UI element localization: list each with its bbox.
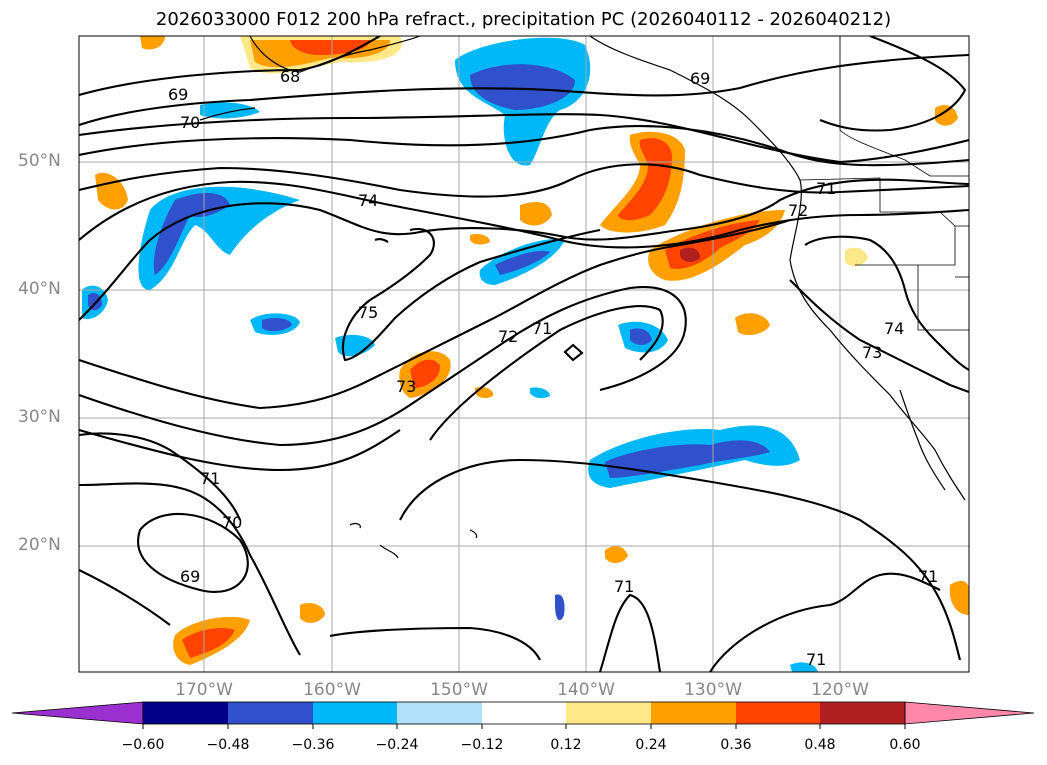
contour-labels: 68 69 70 74 75 72 71 73 69 71 72 74 73 7… bbox=[168, 67, 938, 669]
lon-label: 120°W bbox=[811, 680, 869, 700]
graticule bbox=[79, 36, 969, 672]
colorbar-segment bbox=[651, 702, 736, 724]
contour-label: 68 bbox=[280, 67, 300, 86]
colorbar-tick-label: −0.48 bbox=[206, 737, 250, 753]
map-title: 2026033000 F012 200 hPa refract., precip… bbox=[155, 9, 892, 30]
colorbar-tick-label: 0.36 bbox=[720, 737, 752, 753]
colorbar-tick-label: −0.12 bbox=[460, 737, 504, 753]
contour-label: 72 bbox=[788, 201, 808, 220]
contour-label: 71 bbox=[614, 577, 634, 596]
colorbar-tick-label: −0.60 bbox=[121, 737, 165, 753]
contour-lines bbox=[79, 36, 969, 672]
colorbar-segment bbox=[482, 702, 566, 724]
contour-label: 74 bbox=[358, 191, 378, 210]
contour-label: 73 bbox=[396, 377, 416, 396]
lon-label: 150°W bbox=[430, 680, 488, 700]
colorbar bbox=[11, 701, 1035, 729]
contour-label: 75 bbox=[358, 303, 378, 322]
lon-label: 140°W bbox=[557, 680, 615, 700]
contour-label: 71 bbox=[532, 319, 552, 338]
colorbar-segment bbox=[397, 702, 482, 724]
contour-label: 74 bbox=[884, 319, 904, 338]
contour-label: 70 bbox=[222, 513, 242, 532]
lon-label: 160°W bbox=[303, 680, 361, 700]
lat-label: 40°N bbox=[18, 279, 61, 299]
coastline bbox=[199, 36, 966, 559]
colorbar-segment bbox=[313, 702, 397, 724]
colorbar-segment bbox=[820, 702, 905, 724]
colorbar-segment bbox=[143, 702, 228, 724]
lat-label: 30°N bbox=[18, 407, 61, 427]
map-frame bbox=[78, 35, 970, 673]
contour-label: 69 bbox=[168, 85, 188, 104]
colorbar-tick-label: 0.48 bbox=[804, 737, 836, 753]
colorbar-tick-label: 0.24 bbox=[635, 737, 667, 753]
contour-label: 69 bbox=[690, 69, 710, 88]
colorbar-tick-label: 0.12 bbox=[550, 737, 582, 753]
precip-shading bbox=[82, 36, 969, 672]
contour-label: 71 bbox=[806, 650, 826, 669]
colorbar-segment bbox=[736, 702, 820, 724]
contour-label: 71 bbox=[816, 179, 836, 198]
colorbar-segment bbox=[228, 702, 313, 724]
colorbar-tick-label: −0.36 bbox=[291, 737, 335, 753]
contour-label: 73 bbox=[862, 343, 882, 362]
political-borders bbox=[799, 36, 969, 331]
contour-label: 71 bbox=[918, 567, 938, 586]
lon-label: 130°W bbox=[684, 680, 742, 700]
contour-label: 69 bbox=[180, 567, 200, 586]
contour-label: 70 bbox=[180, 113, 200, 132]
colorbar-max-extension bbox=[904, 701, 1035, 725]
colorbar-min-extension bbox=[11, 701, 144, 725]
contour-label: 72 bbox=[498, 327, 518, 346]
colorbar-tick-label: −0.24 bbox=[375, 737, 419, 753]
lon-label: 170°W bbox=[175, 680, 233, 700]
colorbar-tick-label: 0.60 bbox=[889, 737, 921, 753]
contour-label: 71 bbox=[200, 469, 220, 488]
lat-label: 20°N bbox=[18, 535, 61, 555]
lat-label: 50°N bbox=[18, 151, 61, 171]
colorbar-segment bbox=[566, 702, 651, 724]
